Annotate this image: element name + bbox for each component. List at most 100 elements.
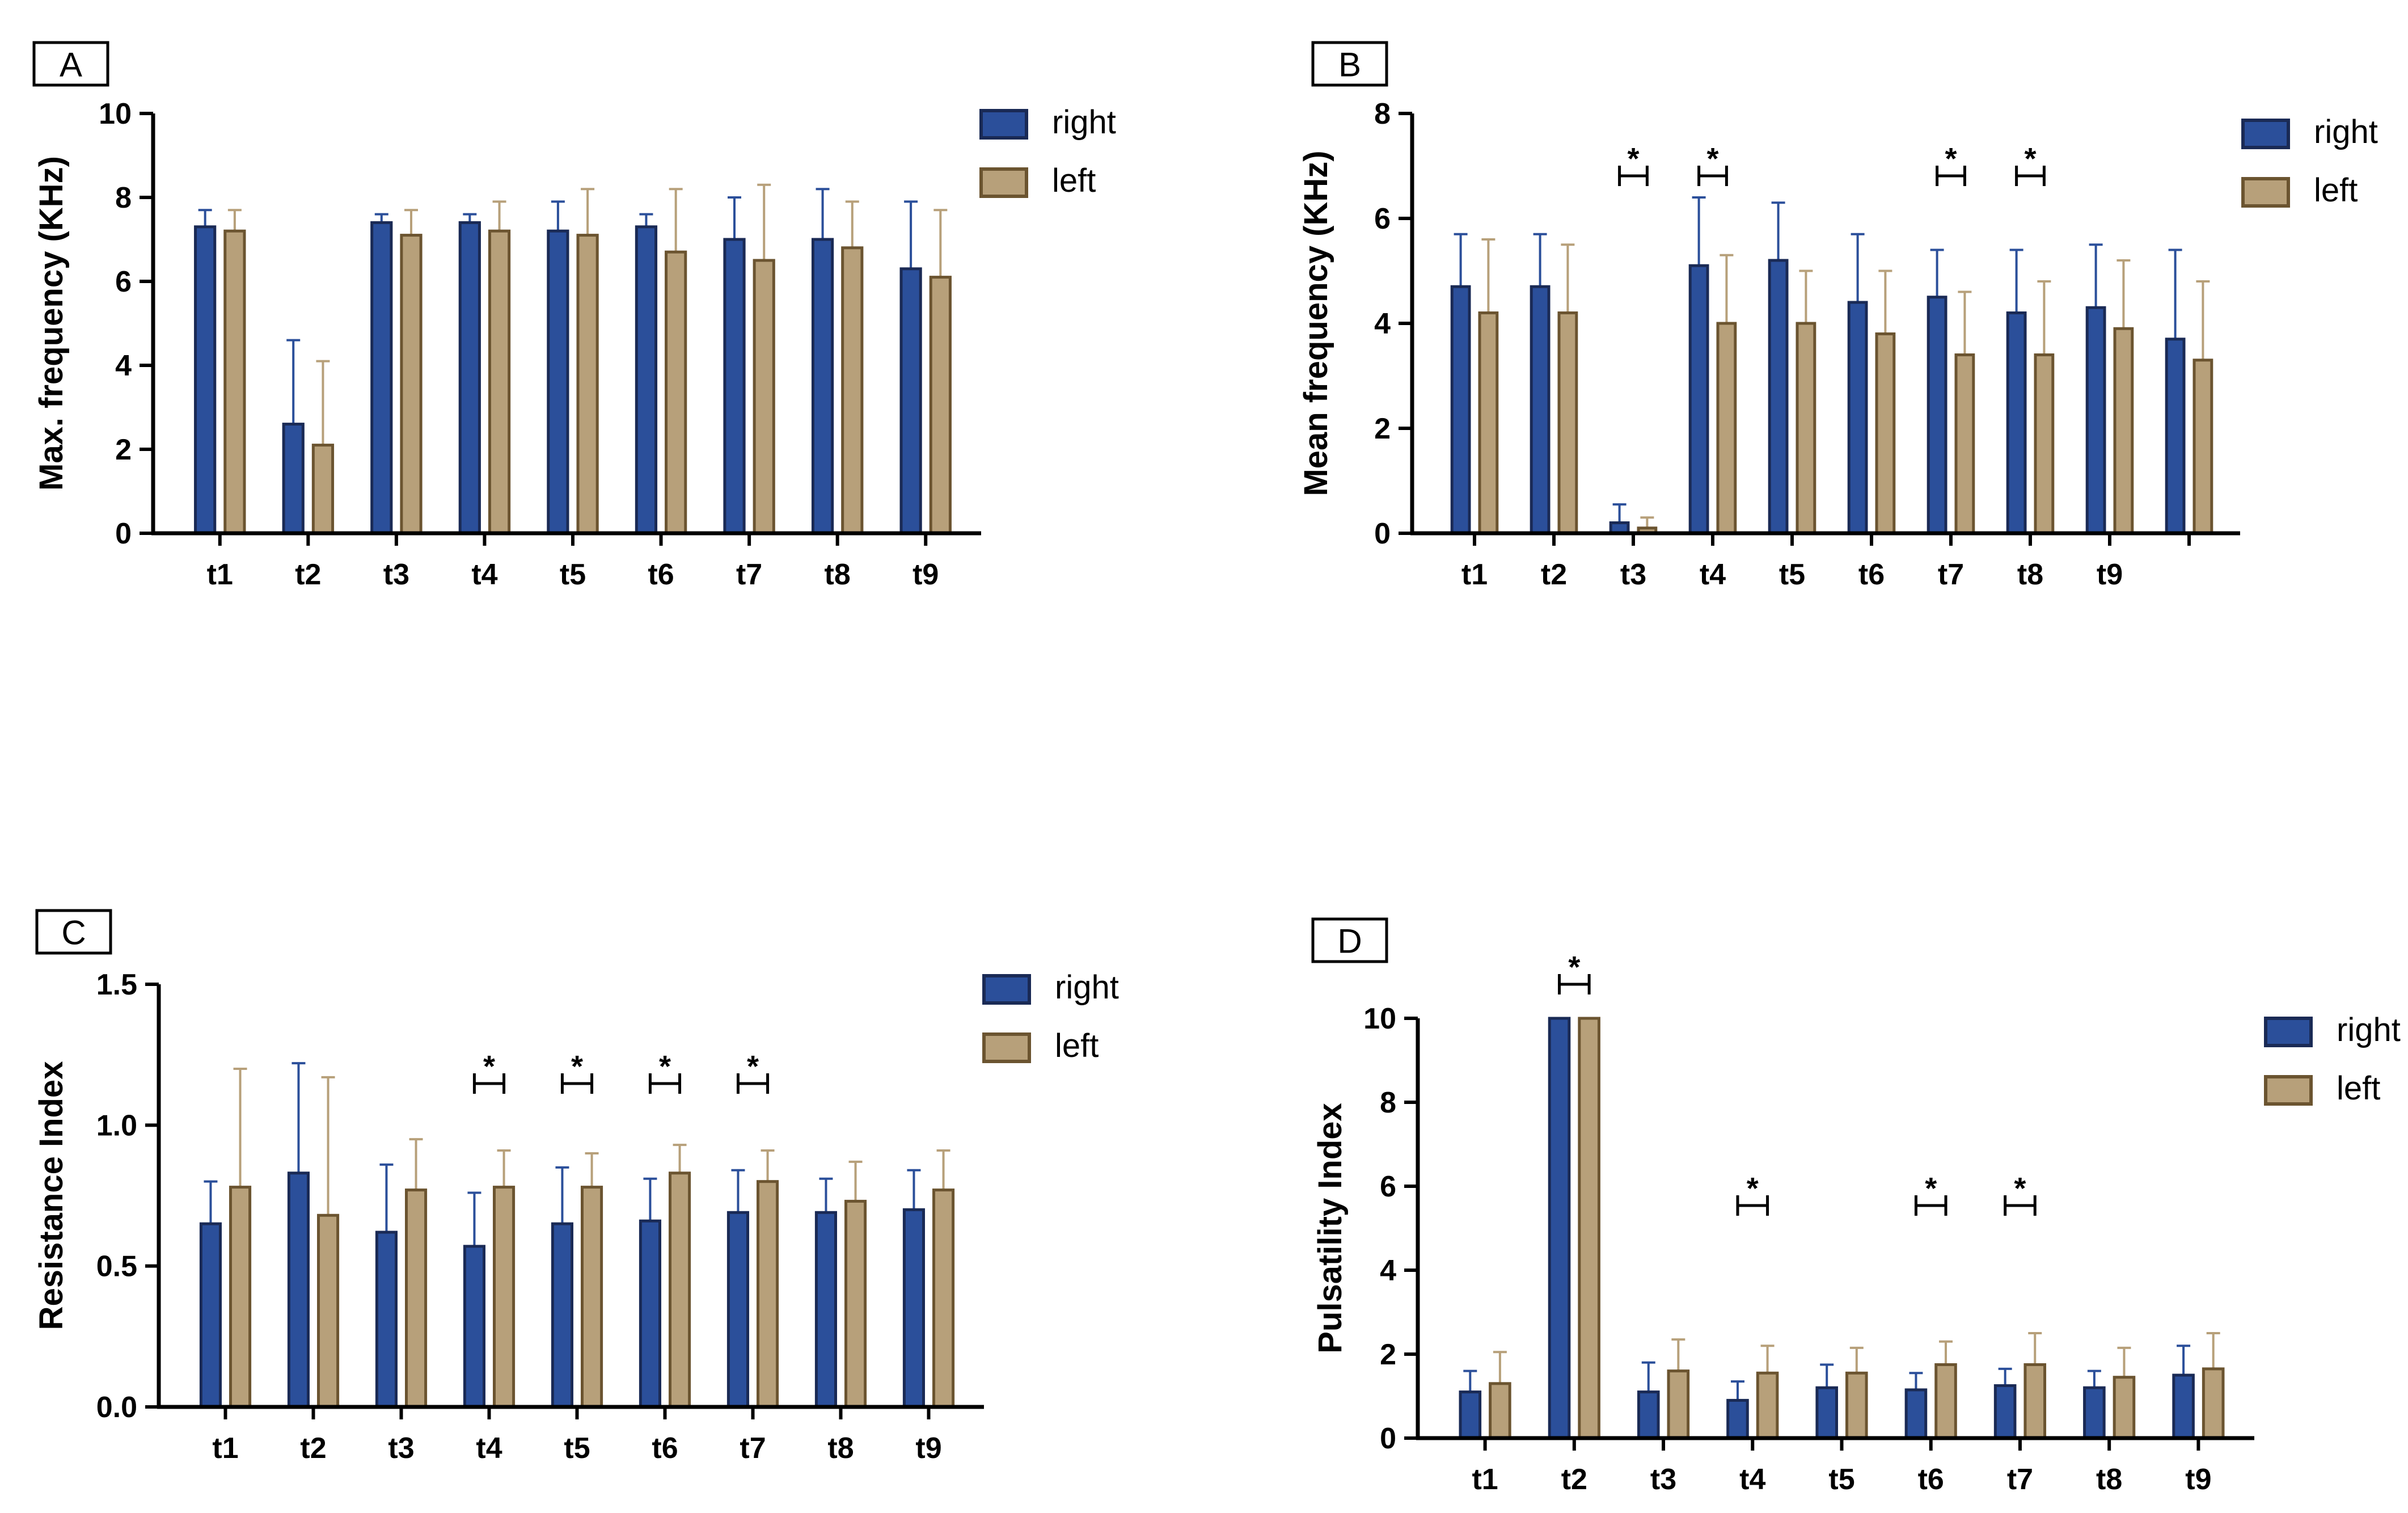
bar-right bbox=[899, 267, 922, 535]
x-tick-label: t8 bbox=[2017, 558, 2043, 591]
panel-label-box bbox=[32, 41, 109, 87]
y-axis-label: Pulsatility Index bbox=[1312, 1103, 1349, 1354]
bar-right bbox=[2085, 306, 2106, 535]
bar-left bbox=[1557, 311, 1578, 535]
y-tick-label: 0.5 bbox=[96, 1250, 137, 1283]
y-tick-label: 4 bbox=[1374, 307, 1391, 340]
legend-swatch-left bbox=[2264, 1075, 2313, 1106]
legend-label-left: left bbox=[1055, 1027, 1099, 1064]
bar-left bbox=[753, 259, 775, 535]
panel-label-box bbox=[1311, 917, 1388, 963]
x-tick-label: t8 bbox=[827, 1432, 854, 1465]
y-tick-label: 4 bbox=[1380, 1254, 1396, 1287]
bar-left bbox=[576, 234, 599, 535]
x-tick-label: t6 bbox=[1858, 558, 1885, 591]
bar-right bbox=[1927, 296, 1947, 535]
y-tick-label: 8 bbox=[115, 182, 132, 214]
panel-label-box bbox=[1311, 41, 1388, 87]
bar-left bbox=[400, 234, 423, 535]
bar-left bbox=[1667, 1369, 1690, 1440]
x-tick-label: t5 bbox=[564, 1432, 590, 1465]
bar-right bbox=[1847, 301, 1868, 535]
bar-left bbox=[1796, 322, 1816, 535]
y-tick-label: 1.0 bbox=[96, 1109, 137, 1142]
y-axis-label: Max. frequency (KHz) bbox=[33, 156, 70, 491]
bar-right bbox=[375, 1230, 398, 1409]
y-tick-label: 4 bbox=[115, 349, 132, 382]
y-tick-label: 10 bbox=[99, 98, 132, 130]
panel-label: B bbox=[1338, 46, 1361, 84]
panel-label: D bbox=[1337, 922, 1362, 960]
x-tick-label: t5 bbox=[1828, 1463, 1854, 1496]
x-tick-label: t6 bbox=[648, 558, 674, 591]
bar-right bbox=[1904, 1388, 1928, 1440]
bar-left bbox=[2034, 353, 2055, 535]
bar-left bbox=[1845, 1371, 1868, 1440]
bar-right bbox=[811, 238, 834, 535]
x-tick-label: t9 bbox=[2097, 558, 2123, 591]
bar-left bbox=[2023, 1363, 2047, 1440]
bar-right bbox=[551, 1222, 574, 1409]
significance-star: * bbox=[2024, 142, 2036, 176]
y-tick-label: 8 bbox=[1374, 98, 1391, 130]
bar-right bbox=[199, 1222, 222, 1409]
legend-swatch-left bbox=[2241, 177, 2290, 208]
bar-right bbox=[1815, 1386, 1839, 1440]
bar-left bbox=[665, 250, 687, 535]
x-tick-label: t6 bbox=[1918, 1463, 1944, 1496]
y-tick-label: 2 bbox=[1380, 1338, 1396, 1371]
legend-label-left: left bbox=[2337, 1070, 2380, 1107]
bar-left bbox=[2192, 359, 2213, 535]
x-tick-label: t3 bbox=[1650, 1463, 1676, 1496]
panel-d: D Pulsatility Index t1 t2 t3 t4 t5 t6 t7 t8 t9 * * * *… bbox=[1311, 917, 2401, 1496]
significance-star: * bbox=[571, 1050, 583, 1084]
y-axis-label: Resistance Index bbox=[33, 1061, 70, 1330]
bar-left bbox=[2113, 327, 2134, 535]
significance-star: * bbox=[747, 1050, 759, 1084]
legend-swatch-right bbox=[982, 974, 1031, 1005]
y-tick-label: 8 bbox=[1380, 1086, 1396, 1119]
bar-right bbox=[547, 229, 569, 535]
x-tick-label: t7 bbox=[1938, 558, 1964, 591]
bar-right bbox=[463, 1245, 486, 1409]
legend-label-right: right bbox=[1052, 104, 1116, 141]
bar-right bbox=[1637, 1390, 1660, 1440]
bar-left bbox=[1756, 1371, 1779, 1440]
x-tick-label: t1 bbox=[212, 1432, 238, 1465]
x-tick-label: t3 bbox=[388, 1432, 414, 1465]
bar-left bbox=[1716, 322, 1737, 535]
x-tick-label: t3 bbox=[383, 558, 409, 591]
x-tick-label: t1 bbox=[1461, 558, 1488, 591]
y-tick-label: 6 bbox=[1374, 203, 1391, 235]
legend-swatch-left bbox=[982, 1032, 1031, 1063]
significance-star: * bbox=[1945, 142, 1957, 176]
bar-left bbox=[229, 1186, 252, 1409]
x-tick-label: t2 bbox=[1541, 558, 1567, 591]
y-tick-label: 10 bbox=[1363, 1002, 1396, 1035]
legend-swatch-right bbox=[2264, 1017, 2313, 1047]
bar-left bbox=[317, 1213, 340, 1409]
x-tick-label: t9 bbox=[912, 558, 939, 591]
x-tick-label: t4 bbox=[1700, 558, 1726, 591]
bar-right bbox=[287, 1171, 310, 1409]
legend-swatch-right bbox=[2241, 119, 2290, 149]
panel-label: C bbox=[61, 914, 86, 952]
bar-right bbox=[639, 1219, 662, 1409]
x-tick-label: t7 bbox=[2007, 1463, 2033, 1496]
bar-right bbox=[2165, 338, 2186, 535]
bar-left bbox=[1934, 1363, 1957, 1440]
bar-right bbox=[1530, 285, 1551, 535]
bar-right bbox=[458, 221, 481, 535]
x-tick-label: t9 bbox=[2185, 1463, 2211, 1496]
y-axis-label: Mean frequency (KHz) bbox=[1298, 150, 1334, 496]
bar-left bbox=[1875, 332, 1896, 535]
bar-left bbox=[1578, 1017, 1600, 1440]
y-tick-label: 0.0 bbox=[96, 1391, 137, 1424]
panel-label-box bbox=[35, 909, 112, 955]
x-tick-label: t1 bbox=[1472, 1463, 1498, 1496]
x-tick-label: t9 bbox=[915, 1432, 941, 1465]
bar-right bbox=[902, 1208, 926, 1409]
bar-right bbox=[726, 1211, 750, 1409]
panel-c: C Resistance Index t1 t2 t3 t4 t5 t6 t7 t8 t9 * * * * 0… bbox=[33, 909, 1119, 1465]
